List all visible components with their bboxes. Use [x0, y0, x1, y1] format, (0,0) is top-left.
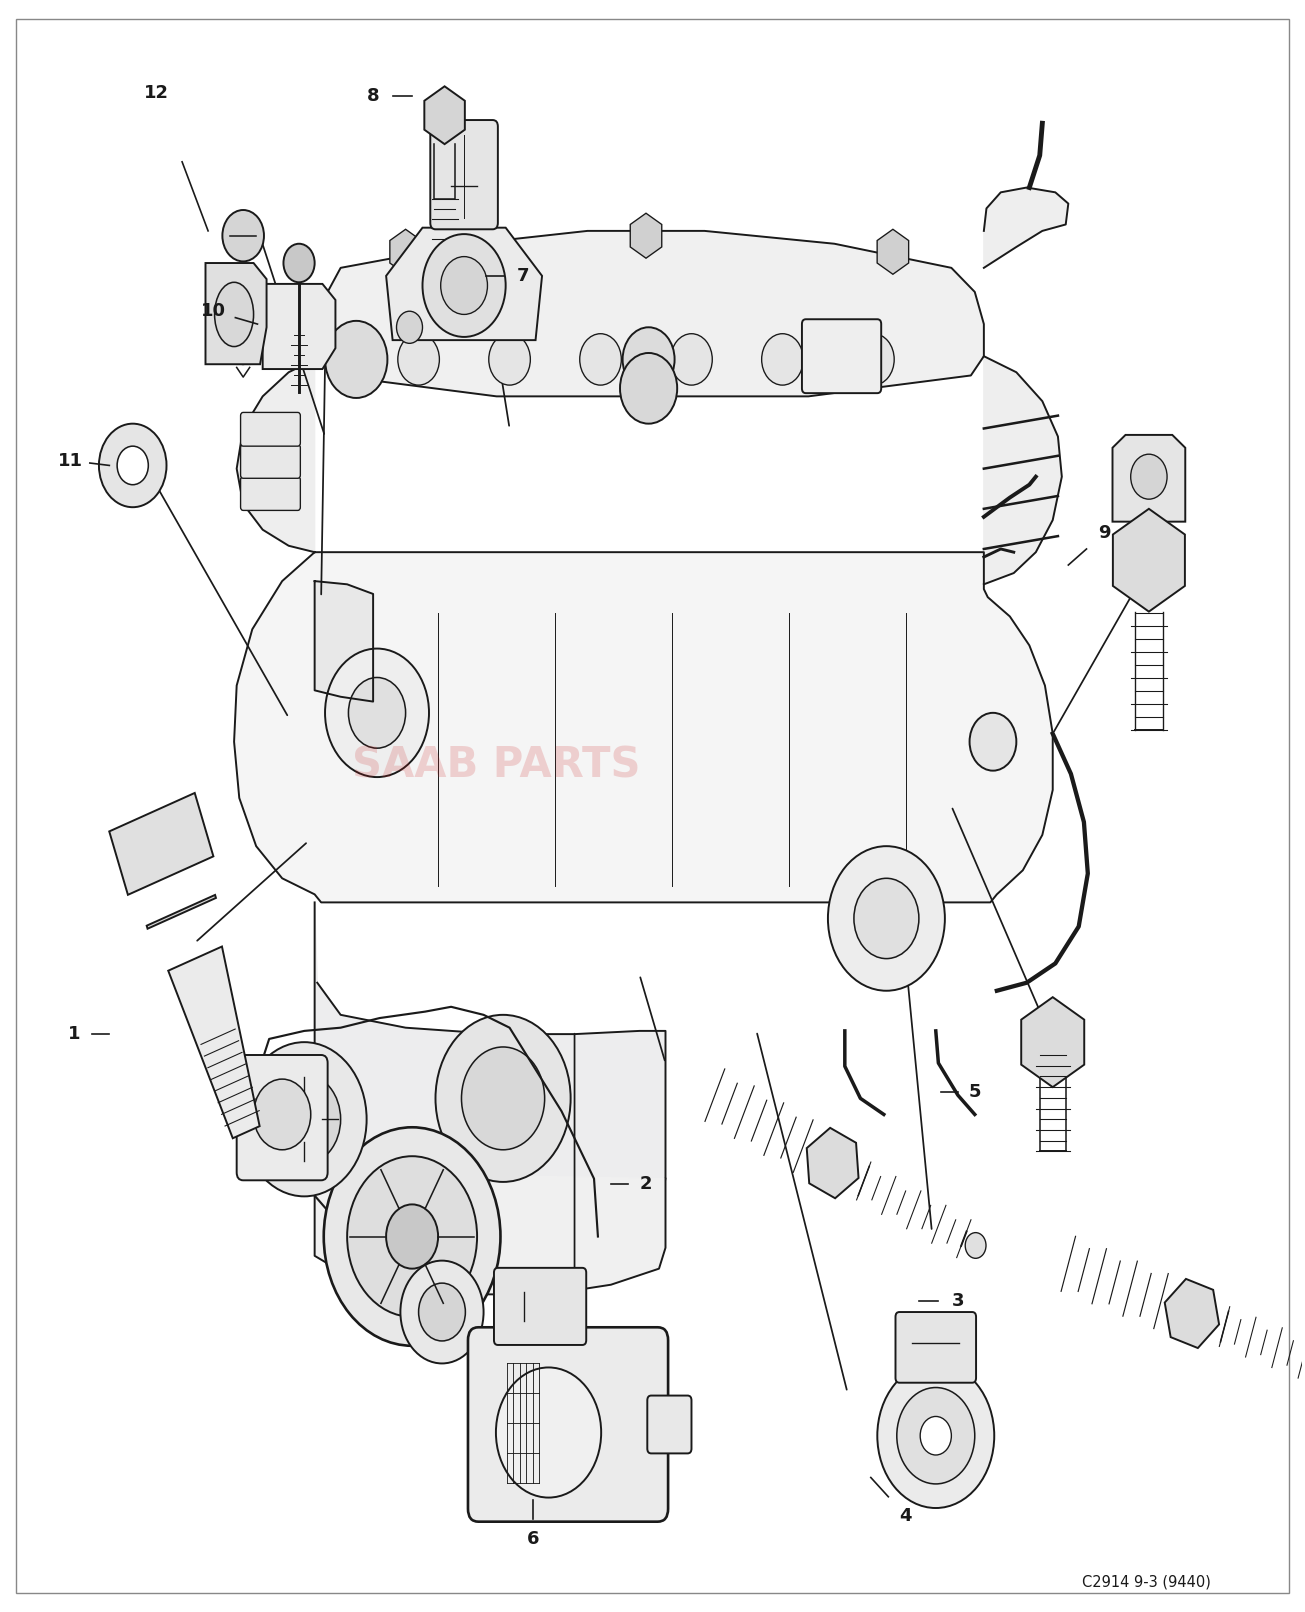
Ellipse shape — [214, 282, 253, 347]
Circle shape — [579, 334, 621, 385]
Polygon shape — [1113, 509, 1185, 611]
Circle shape — [966, 1233, 987, 1259]
FancyBboxPatch shape — [240, 477, 300, 511]
Circle shape — [117, 447, 149, 485]
Polygon shape — [315, 580, 373, 701]
Circle shape — [970, 713, 1017, 771]
Circle shape — [222, 210, 264, 261]
Polygon shape — [1165, 1278, 1219, 1348]
Polygon shape — [1022, 998, 1084, 1086]
Circle shape — [462, 1046, 544, 1149]
Circle shape — [620, 353, 677, 424]
Circle shape — [436, 1016, 570, 1182]
Polygon shape — [262, 284, 335, 369]
FancyBboxPatch shape — [236, 1054, 328, 1180]
Circle shape — [99, 424, 167, 508]
Polygon shape — [236, 359, 315, 553]
Text: 5: 5 — [968, 1083, 981, 1101]
Circle shape — [853, 879, 919, 959]
Circle shape — [489, 334, 530, 385]
Circle shape — [241, 1041, 367, 1196]
Circle shape — [324, 1127, 500, 1346]
Circle shape — [386, 1204, 438, 1269]
FancyBboxPatch shape — [240, 413, 300, 447]
Text: 9: 9 — [1099, 524, 1111, 542]
FancyBboxPatch shape — [803, 319, 881, 393]
Circle shape — [347, 1156, 478, 1317]
Polygon shape — [806, 1128, 859, 1198]
Circle shape — [852, 334, 894, 385]
Circle shape — [897, 1388, 975, 1485]
FancyBboxPatch shape — [468, 1327, 668, 1522]
Polygon shape — [386, 227, 542, 340]
Circle shape — [268, 1074, 341, 1164]
Circle shape — [419, 1283, 466, 1341]
Polygon shape — [424, 87, 465, 143]
FancyBboxPatch shape — [240, 445, 300, 479]
Circle shape — [423, 234, 505, 337]
Text: SAAB PARTS: SAAB PARTS — [352, 745, 641, 787]
Text: 7: 7 — [517, 268, 529, 285]
Polygon shape — [435, 143, 455, 198]
Circle shape — [325, 648, 429, 777]
Text: 4: 4 — [899, 1507, 912, 1525]
Circle shape — [1130, 455, 1167, 500]
Polygon shape — [390, 229, 422, 274]
Circle shape — [622, 327, 675, 392]
Circle shape — [671, 334, 713, 385]
Polygon shape — [205, 263, 266, 364]
Circle shape — [397, 311, 423, 343]
FancyBboxPatch shape — [647, 1396, 692, 1454]
Circle shape — [401, 1261, 484, 1364]
Text: 1: 1 — [68, 1025, 81, 1043]
Circle shape — [827, 846, 945, 991]
FancyBboxPatch shape — [495, 1269, 586, 1344]
Polygon shape — [234, 553, 1053, 903]
Polygon shape — [877, 229, 908, 274]
Polygon shape — [630, 213, 662, 258]
Circle shape — [441, 256, 488, 314]
Polygon shape — [146, 895, 215, 929]
Polygon shape — [315, 231, 984, 397]
Polygon shape — [315, 903, 666, 1236]
FancyBboxPatch shape — [431, 119, 499, 229]
Circle shape — [496, 1367, 602, 1498]
Polygon shape — [315, 1172, 666, 1294]
Circle shape — [283, 243, 315, 282]
Text: 10: 10 — [201, 301, 226, 321]
Text: 3: 3 — [951, 1291, 964, 1311]
Circle shape — [877, 1364, 994, 1507]
Circle shape — [920, 1417, 951, 1456]
Polygon shape — [110, 793, 214, 895]
Polygon shape — [984, 187, 1069, 268]
Text: C2914 9-3 (9440): C2914 9-3 (9440) — [1082, 1575, 1211, 1589]
Text: 8: 8 — [367, 87, 380, 105]
Circle shape — [762, 334, 804, 385]
Polygon shape — [984, 356, 1062, 584]
Circle shape — [325, 321, 388, 398]
Polygon shape — [168, 946, 260, 1138]
Text: 6: 6 — [527, 1530, 539, 1548]
Polygon shape — [1112, 435, 1185, 522]
Circle shape — [398, 334, 440, 385]
FancyBboxPatch shape — [895, 1312, 976, 1383]
Circle shape — [253, 1078, 311, 1149]
Circle shape — [348, 677, 406, 748]
Text: 2: 2 — [639, 1175, 652, 1193]
Text: 12: 12 — [144, 84, 168, 102]
Text: 11: 11 — [57, 451, 82, 469]
